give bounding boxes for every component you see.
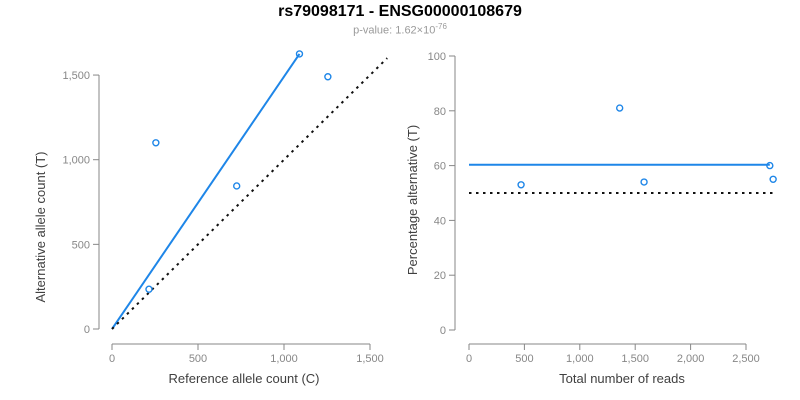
y-tick-label: 60 xyxy=(434,161,446,173)
plot-title: rs79098171 - ENSG00000108679 xyxy=(278,3,522,20)
y-tick-label: 1,000 xyxy=(62,155,90,167)
y-tick-label: 0 xyxy=(440,325,446,337)
x-tick-label: 0 xyxy=(466,353,472,365)
x-tick-label: 500 xyxy=(515,353,533,365)
plot-subtitle: p-value: 1.62×10-76 xyxy=(0,22,800,37)
data-point xyxy=(232,182,241,190)
data-point xyxy=(517,181,525,189)
y-tick-label: 20 xyxy=(434,270,446,282)
data-point xyxy=(615,104,624,112)
x-tick-label: 1,500 xyxy=(356,353,384,365)
right-scatter-plot: 0 20 40 60 80 100 0 500 1,000 1,500 2,000 2,500 Tota… xyxy=(405,51,777,386)
pvalue-text: p-value: 1.62×10 xyxy=(353,24,436,37)
y-tick-label: 0 xyxy=(84,324,90,336)
x-tick-label: 2,000 xyxy=(677,353,705,365)
data-point xyxy=(295,50,304,58)
data-point xyxy=(640,178,648,186)
data-point xyxy=(766,161,774,170)
x-tick-label: 500 xyxy=(189,353,207,365)
y-tick-label: 40 xyxy=(434,215,446,227)
x-tick-label: 1,500 xyxy=(621,353,649,365)
y-tick-label: 1,500 xyxy=(62,70,90,82)
y-tick-label: 100 xyxy=(428,51,446,63)
x-tick-label: 2,500 xyxy=(732,353,760,365)
identity-line xyxy=(111,57,388,330)
data-point xyxy=(324,73,332,81)
x-tick-label: 0 xyxy=(109,353,115,365)
data-point xyxy=(769,175,777,184)
y-tick-label: 500 xyxy=(72,239,90,251)
x-axis-label: Total number of reads xyxy=(559,371,685,386)
fit-line xyxy=(111,53,301,330)
y-tick-label: 80 xyxy=(434,106,446,118)
y-axis-label: Alternative allele count (T) xyxy=(33,151,48,302)
x-axis-label: Reference allele count (C) xyxy=(168,371,319,386)
left-scatter-plot: 0 500 1,000 1,500 0 500 1,000 1,500 Reference al… xyxy=(33,50,388,386)
data-point xyxy=(145,285,153,293)
x-tick-label: 1,000 xyxy=(270,353,298,365)
pvalue-exponent: -76 xyxy=(435,22,447,31)
y-axis-label: Percentage alternative (T) xyxy=(405,125,420,275)
x-tick-label: 1,000 xyxy=(566,353,594,365)
data-point xyxy=(152,139,160,147)
